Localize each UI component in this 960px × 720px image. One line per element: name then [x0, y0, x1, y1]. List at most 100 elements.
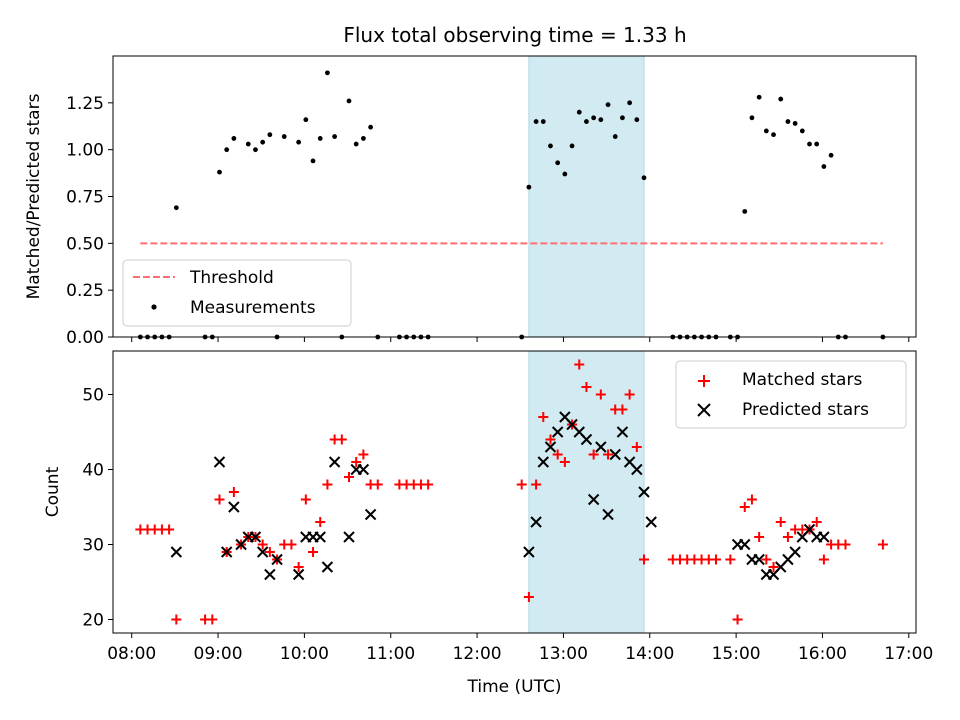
matched-star-point — [300, 494, 311, 505]
y-tick-label: 30 — [82, 536, 104, 556]
measurement-point — [253, 147, 258, 153]
measurement-point — [591, 115, 597, 121]
x-axis-label: Time (UTC) — [467, 677, 562, 697]
predicted-star-point — [256, 546, 269, 558]
y-tick-label: 0.25 — [66, 281, 104, 301]
matched-star-point — [782, 532, 793, 542]
y-tick-label: 0.50 — [66, 234, 104, 254]
legend-box — [122, 259, 352, 327]
matched-star-point — [538, 412, 549, 422]
predicted-star-point — [292, 568, 305, 581]
matched-star-point — [639, 554, 650, 565]
highlight-span — [528, 350, 645, 634]
matched-star-point — [595, 389, 606, 400]
matched-star-point — [286, 539, 297, 550]
matched-star-point — [775, 517, 786, 527]
predicted-star-point — [537, 456, 549, 468]
predicted-star-point — [580, 433, 593, 446]
y-axis-label: Count — [43, 466, 63, 517]
matched-star-point — [315, 517, 326, 527]
measurement-point — [756, 94, 762, 100]
predicted-star-point — [364, 508, 377, 521]
legend: Threshold Measurements — [122, 259, 352, 327]
matched-star-point — [617, 404, 628, 415]
measurement-point — [260, 139, 266, 145]
measurement-point — [303, 117, 309, 123]
measurement-point — [627, 100, 633, 106]
predicted-star-point — [551, 426, 564, 438]
matched-star-point — [228, 487, 239, 497]
matched-star-point — [818, 554, 829, 565]
legend-label: Threshold — [189, 268, 274, 288]
predicted-star-point — [739, 538, 751, 551]
measurement-point — [353, 141, 359, 147]
measurement-point — [332, 134, 338, 139]
x-tick-label: 14:00 — [625, 644, 674, 664]
matched-star-point — [523, 592, 534, 602]
predicted-star-point — [530, 516, 542, 528]
axes-frame — [112, 350, 917, 634]
y-tick-label: 20 — [82, 611, 104, 631]
matched-star-point — [877, 539, 888, 550]
measurement-point — [799, 128, 805, 134]
predicted-star-point — [753, 553, 765, 566]
measurement-point — [814, 141, 820, 147]
measurement-point — [562, 171, 568, 177]
predicted-star-point — [264, 568, 276, 581]
predicted-star-point — [523, 546, 535, 558]
legend-label: Predicted stars — [742, 400, 869, 420]
series-matched-stars — [135, 359, 888, 625]
matched-star-point — [423, 479, 434, 490]
predicted-star-point — [818, 531, 830, 543]
matched-star-point — [588, 449, 599, 460]
predicted-star-point — [328, 456, 341, 468]
predicted-star-point — [595, 441, 607, 453]
legend: Matched stars Predicted stars — [675, 360, 907, 429]
measurement-point — [368, 124, 373, 130]
matched-star-point — [358, 449, 369, 460]
matched-star-point — [344, 472, 355, 482]
measurement-point — [620, 115, 625, 121]
measurement-point — [360, 136, 366, 141]
measurement-point — [598, 117, 604, 123]
matched-star-point — [559, 457, 570, 467]
highlight-span — [528, 55, 645, 338]
matched-star-point — [257, 539, 268, 550]
x-tick-label: 12:00 — [453, 644, 502, 664]
measurement-point — [828, 152, 834, 158]
matched-star-point — [725, 554, 736, 565]
measurement-point — [807, 141, 812, 147]
x-tick-label: 08:00 — [107, 644, 156, 664]
predicted-star-point — [249, 531, 262, 543]
predicted-star-point — [631, 463, 643, 476]
matched-star-point — [171, 614, 182, 625]
x-tick-label: 09:00 — [194, 644, 243, 664]
matched-star-point — [372, 479, 383, 490]
y-tick-label: 1.25 — [66, 94, 104, 114]
measurement-point — [785, 119, 791, 124]
matched-star-point — [624, 389, 635, 400]
measurement-point — [605, 102, 611, 108]
measurement-point — [641, 175, 647, 181]
matched-star-point — [293, 562, 304, 572]
matched-star-point — [761, 554, 772, 565]
measurement-point — [217, 169, 222, 175]
matched-star-point — [581, 382, 592, 392]
legend-box — [675, 360, 907, 429]
predicted-star-point — [343, 531, 355, 543]
matched-star-point — [336, 434, 347, 445]
measurement-point — [634, 117, 640, 123]
series-predicted-stars — [170, 411, 830, 581]
y-tick-label: 0.00 — [66, 328, 104, 348]
matched-star-point — [322, 479, 333, 490]
matched-star-point — [351, 457, 362, 467]
predicted-star-point — [789, 546, 801, 558]
matched-star-point — [746, 494, 757, 505]
matched-star-point — [264, 547, 275, 557]
y-tick-label: 50 — [82, 386, 104, 406]
matched-star-point — [840, 539, 851, 550]
predicted-star-point — [544, 441, 557, 453]
legend-measurement-swatch — [151, 304, 157, 310]
predicted-star-point — [271, 553, 283, 566]
